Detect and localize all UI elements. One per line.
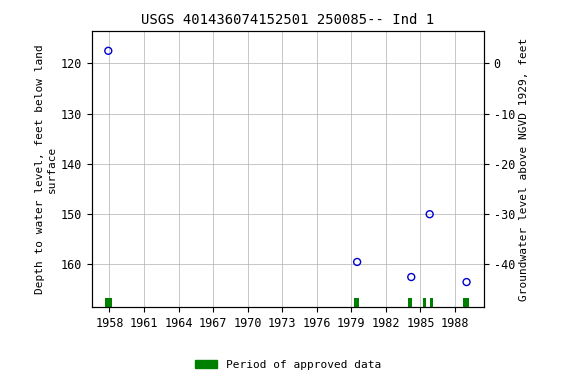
Y-axis label: Groundwater level above NGVD 1929, feet: Groundwater level above NGVD 1929, feet bbox=[519, 37, 529, 301]
Bar bbox=[354, 298, 359, 307]
Bar bbox=[408, 298, 412, 307]
Legend: Period of approved data: Period of approved data bbox=[191, 356, 385, 375]
Bar bbox=[430, 298, 433, 307]
Point bbox=[104, 48, 113, 54]
Y-axis label: Depth to water level, feet below land
surface: Depth to water level, feet below land su… bbox=[35, 44, 57, 294]
Point bbox=[407, 274, 416, 280]
Bar bbox=[423, 298, 426, 307]
Point bbox=[353, 259, 362, 265]
Bar bbox=[463, 298, 469, 307]
Point bbox=[462, 279, 471, 285]
Title: USGS 401436074152501 250085-- Ind 1: USGS 401436074152501 250085-- Ind 1 bbox=[142, 13, 434, 27]
Point bbox=[425, 211, 434, 217]
Bar bbox=[105, 298, 112, 307]
